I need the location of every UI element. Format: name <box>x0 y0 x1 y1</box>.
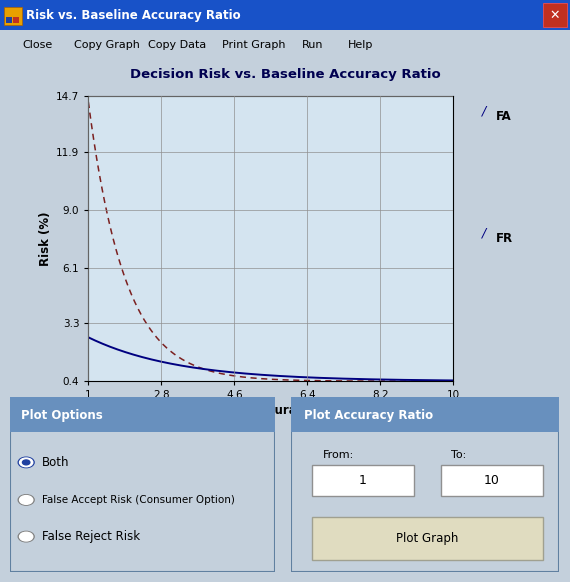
Bar <box>6 17 12 23</box>
Text: Plot Accuracy Ratio: Plot Accuracy Ratio <box>304 409 433 422</box>
Bar <box>4 7 22 25</box>
Text: Plot Options: Plot Options <box>21 409 103 422</box>
Bar <box>13 17 19 23</box>
Text: FR: FR <box>496 232 513 245</box>
Text: Run: Run <box>302 40 324 49</box>
Text: Help: Help <box>348 40 373 49</box>
Text: Print Graph: Print Graph <box>222 40 286 49</box>
Circle shape <box>22 460 30 465</box>
Text: To:: To: <box>451 450 467 460</box>
Circle shape <box>19 458 33 467</box>
Text: Risk vs. Baseline Accuracy Ratio: Risk vs. Baseline Accuracy Ratio <box>26 9 241 22</box>
FancyBboxPatch shape <box>10 397 275 572</box>
Circle shape <box>19 496 33 504</box>
X-axis label: Baseline Accuracy Ratio: Baseline Accuracy Ratio <box>191 404 351 417</box>
Text: e: e <box>499 115 500 116</box>
Text: False Reject Risk: False Reject Risk <box>42 530 140 543</box>
Text: False Accept Risk (Consumer Option): False Accept Risk (Consumer Option) <box>42 495 235 505</box>
Text: /: / <box>482 226 486 239</box>
FancyBboxPatch shape <box>291 397 559 572</box>
Text: Close: Close <box>23 40 53 49</box>
Circle shape <box>18 457 34 468</box>
Bar <box>10 397 275 432</box>
Circle shape <box>18 495 34 505</box>
Text: Copy Graph: Copy Graph <box>74 40 140 49</box>
Circle shape <box>19 532 33 541</box>
FancyBboxPatch shape <box>441 465 543 496</box>
Text: ✕: ✕ <box>549 9 560 22</box>
Text: Plot Graph: Plot Graph <box>396 532 458 545</box>
Bar <box>543 3 567 27</box>
FancyBboxPatch shape <box>312 517 543 560</box>
Bar <box>291 397 559 432</box>
Y-axis label: Risk (%): Risk (%) <box>39 211 52 266</box>
Text: Decision Risk vs. Baseline Accuracy Ratio: Decision Risk vs. Baseline Accuracy Rati… <box>129 68 441 81</box>
Text: Both: Both <box>42 456 70 469</box>
Text: FA: FA <box>496 110 512 123</box>
Text: /: / <box>482 104 486 117</box>
FancyBboxPatch shape <box>312 465 414 496</box>
Text: 1: 1 <box>359 474 367 487</box>
Text: Copy Data: Copy Data <box>148 40 206 49</box>
Text: 10: 10 <box>484 474 499 487</box>
Circle shape <box>18 531 34 542</box>
Text: From:: From: <box>323 450 354 460</box>
